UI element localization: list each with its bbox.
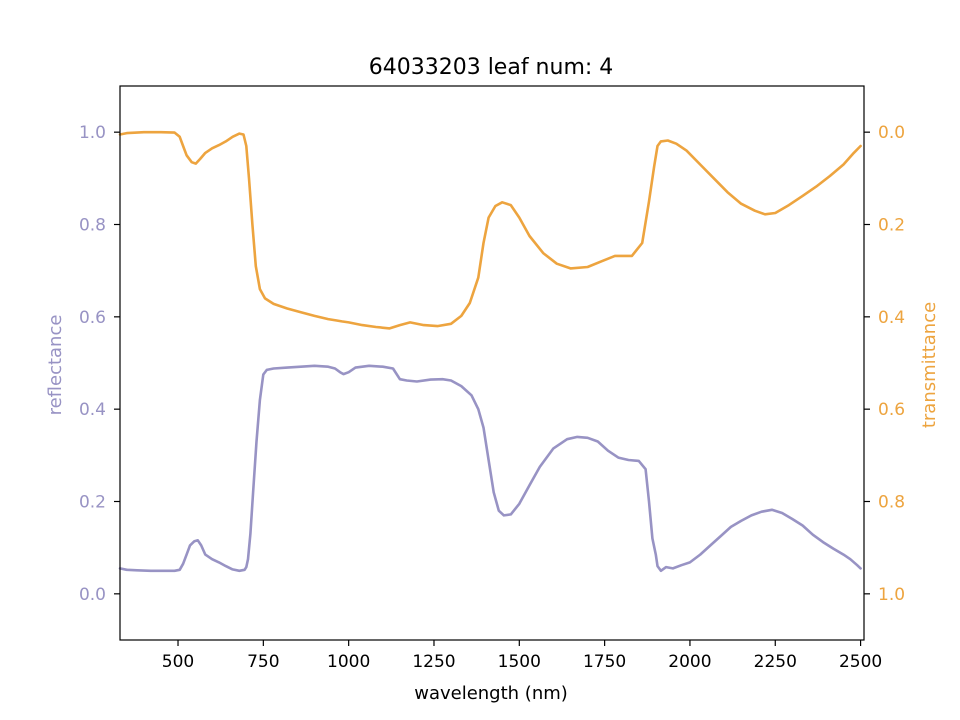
chart-title: 64033203 leaf num: 4 [369,55,614,80]
y-right-tick-label: 0.6 [878,400,905,420]
y-left-tick-label: 0.6 [79,308,106,328]
x-tick-label: 1750 [583,652,626,672]
x-tick-label: 1000 [327,652,370,672]
y-left-tick-label: 0.0 [79,585,106,605]
x-tick-label: 500 [162,652,194,672]
series-line-reflectance [118,364,862,573]
x-tick-label: 750 [247,652,279,672]
y-axis-left: 0.0 0.2 0.4 0.6 0.8 1.0 [79,123,120,605]
x-tick-label: 1500 [498,652,541,672]
plot-area [118,130,862,573]
y-left-tick-label: 0.2 [79,493,106,513]
x-tick-label: 1250 [412,652,455,672]
y-right-tick-label: 0.2 [878,216,905,236]
y-left-tick-label: 1.0 [79,123,106,143]
y-left-tick-label: 0.8 [79,216,106,236]
plot-frame [119,85,865,641]
y-right-tick-label: 1.0 [878,585,905,605]
y-right-tick-label: 0.0 [878,123,905,143]
y-axis-right: 0.0 0.2 0.4 0.6 0.8 1.0 [864,123,905,605]
x-tick-label: 2250 [754,652,797,672]
y-left-tick-label: 0.4 [79,400,106,420]
x-axis: 500 750 1000 1250 1500 1750 2000 2250 2500 [162,640,882,672]
y-axis-right-label: transmittance [919,302,940,428]
x-tick-label: 2000 [668,652,711,672]
x-axis-label: wavelength (nm) [414,683,568,704]
y-axis-left-label: reflectance [45,315,66,416]
y-right-tick-label: 0.8 [878,493,905,513]
y-right-tick-label: 0.4 [878,308,905,328]
x-tick-label: 2500 [839,652,882,672]
series-line-transmittance [118,130,862,330]
